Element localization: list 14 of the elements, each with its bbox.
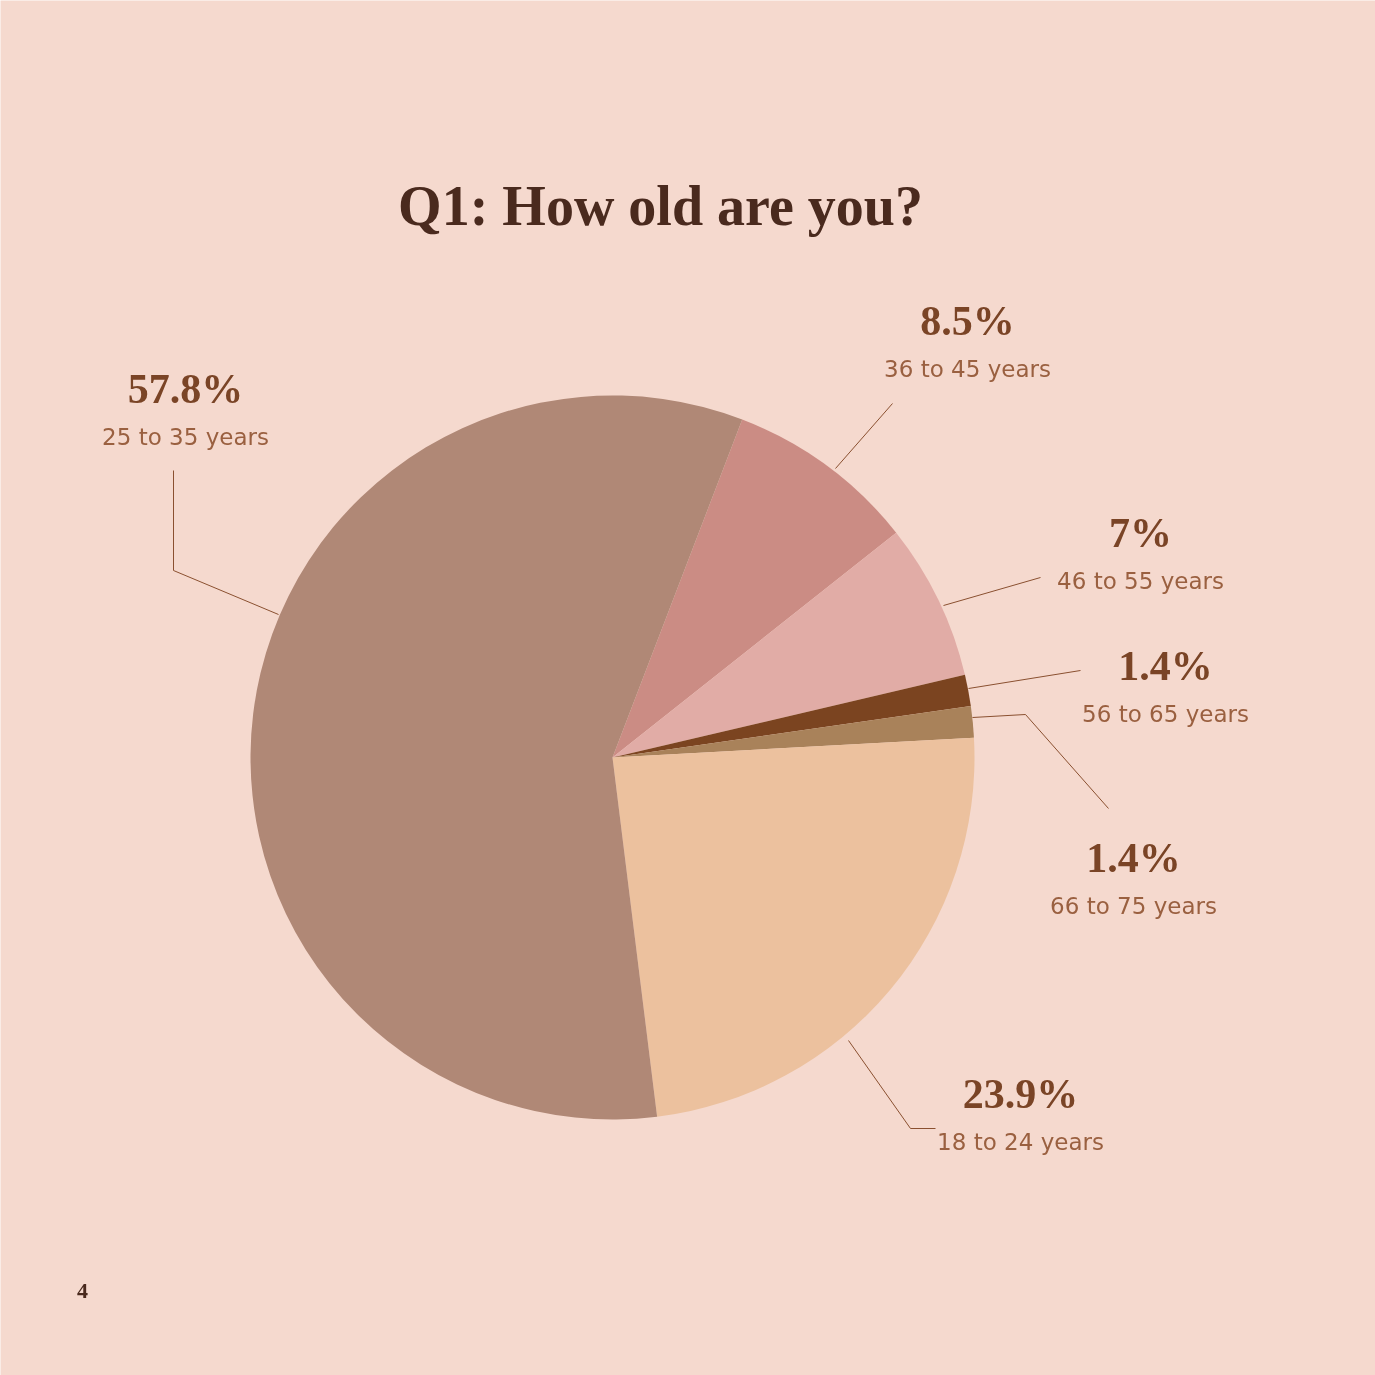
slice-label: 36 to 45 years bbox=[884, 355, 1051, 382]
slice-label: 66 to 75 years bbox=[1050, 892, 1217, 919]
slice-label: 25 to 35 years bbox=[102, 423, 269, 450]
data-label: 1.4% bbox=[1086, 834, 1181, 881]
text: 4 bbox=[77, 1277, 88, 1303]
slice-label: 18 to 24 years bbox=[937, 1128, 1104, 1155]
data-label: 23.9% bbox=[962, 1070, 1079, 1117]
chart-title: Q1: How old are you? bbox=[398, 174, 923, 237]
data-label: 8.5% bbox=[920, 297, 1015, 344]
slice-label: 46 to 55 years bbox=[1057, 567, 1224, 594]
data-label: 1.4% bbox=[1118, 642, 1213, 689]
data-label: 7% bbox=[1109, 509, 1172, 556]
slice-label: 56 to 65 years bbox=[1082, 700, 1249, 727]
data-label: 57.8% bbox=[127, 365, 244, 412]
